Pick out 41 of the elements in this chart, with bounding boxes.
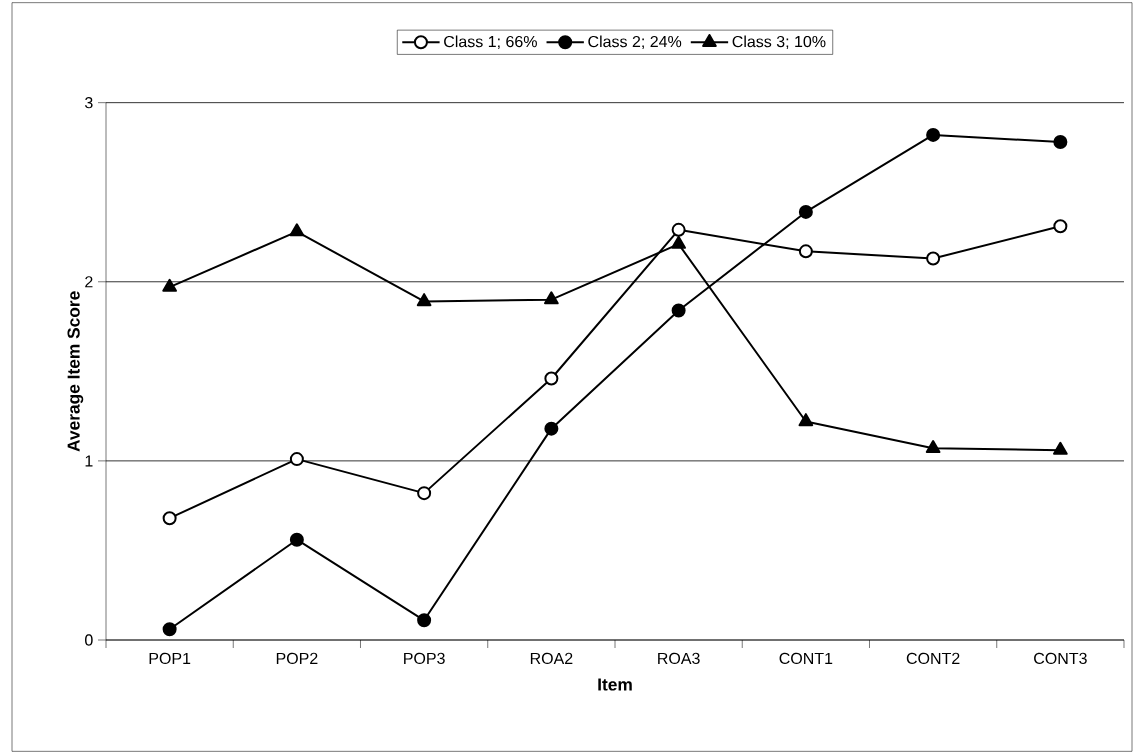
- legend-label: Class 1; 66%: [444, 35, 537, 50]
- point: [289, 532, 304, 547]
- y-axis-title: Average Item Score: [67, 291, 84, 452]
- point: [544, 371, 559, 386]
- x-tick-label: CONT3: [1034, 652, 1087, 665]
- x-tick-label: POP2: [276, 652, 318, 665]
- point: [1053, 135, 1068, 150]
- point: [417, 486, 432, 501]
- y-tick-label: 1: [85, 455, 93, 467]
- point: [926, 127, 941, 142]
- legend-label: Class 3; 10%: [732, 35, 826, 50]
- point: [671, 222, 686, 237]
- point: [925, 440, 941, 454]
- y-tick-label: 2: [85, 276, 93, 288]
- point: [162, 511, 177, 526]
- point: [1053, 219, 1068, 234]
- x-tick-label: CONT1: [779, 652, 833, 665]
- x-tick-label: ROA3: [658, 652, 700, 665]
- point: [671, 303, 686, 318]
- legend-label: Class 2; 24%: [588, 35, 682, 50]
- point: [289, 452, 304, 467]
- point: [671, 235, 686, 249]
- x-tick-label: CONT2: [906, 652, 960, 665]
- y-tick-label: 3: [85, 97, 93, 109]
- point: [162, 278, 177, 292]
- point: [544, 291, 559, 305]
- y-tick-label: 0: [85, 634, 93, 646]
- x-tick-label: POP3: [404, 652, 445, 665]
- point: [417, 613, 432, 628]
- x-axis-title: Item: [598, 678, 632, 691]
- x-tick-label: ROA2: [530, 652, 573, 665]
- point: [416, 293, 432, 307]
- point: [798, 244, 813, 259]
- point: [289, 223, 305, 237]
- point: [162, 622, 177, 637]
- point: [798, 204, 813, 219]
- point: [926, 251, 941, 266]
- x-tick-label: POP1: [149, 652, 191, 665]
- point: [798, 413, 814, 427]
- point: [1053, 441, 1068, 455]
- point: [544, 421, 559, 436]
